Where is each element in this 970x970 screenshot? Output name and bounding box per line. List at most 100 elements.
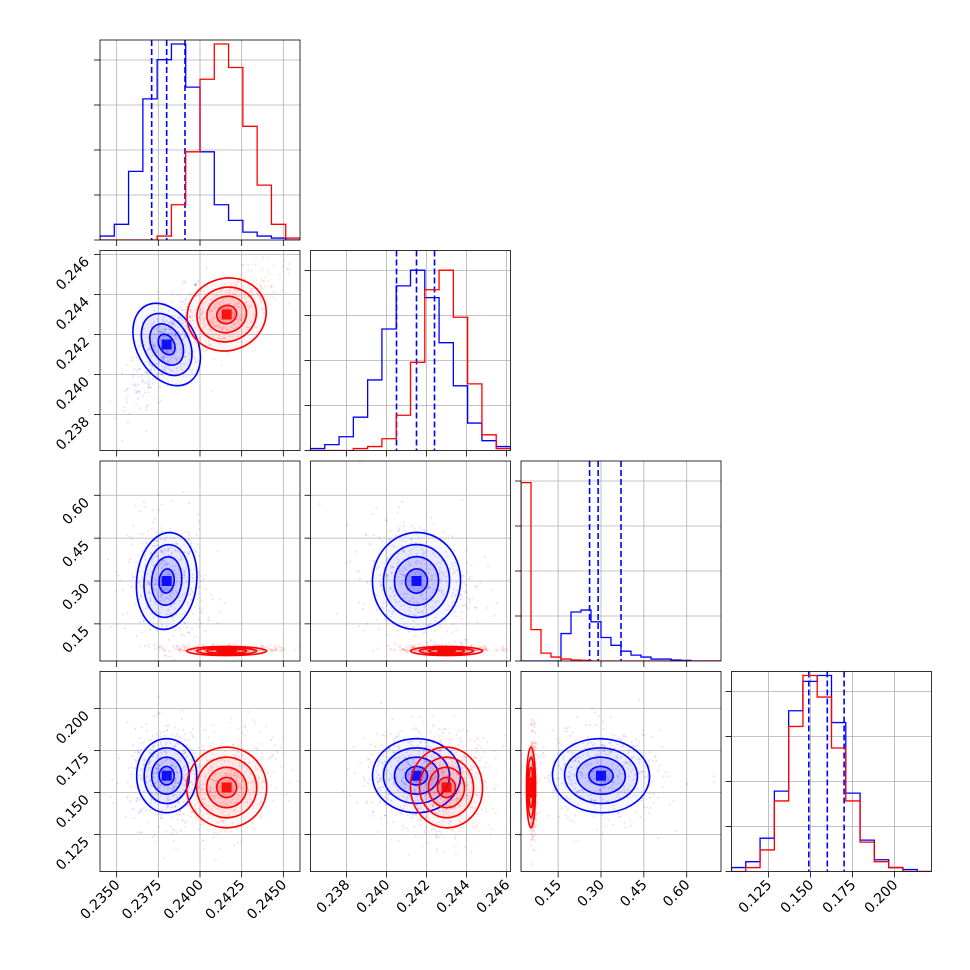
sample-point xyxy=(407,555,410,558)
sample-point xyxy=(191,734,194,737)
sample-point xyxy=(209,321,212,324)
sample-point xyxy=(189,319,192,322)
sample-point xyxy=(175,796,178,799)
sample-point xyxy=(432,803,435,806)
sample-point xyxy=(183,778,186,781)
sample-point xyxy=(156,371,159,374)
sample-point xyxy=(484,648,487,651)
sample-point xyxy=(476,773,479,776)
sample-point xyxy=(455,797,458,800)
sample-point xyxy=(159,562,162,565)
sample-point xyxy=(175,733,178,736)
sample-point xyxy=(420,563,423,566)
sample-point xyxy=(197,345,200,348)
sample-point xyxy=(416,570,419,573)
sample-point xyxy=(422,553,425,556)
sample-point xyxy=(362,629,365,632)
sample-point xyxy=(611,768,614,771)
sample-point xyxy=(411,758,414,761)
sample-point xyxy=(156,350,159,353)
sample-point xyxy=(200,789,203,792)
sample-point xyxy=(190,811,193,814)
sample-point xyxy=(227,768,230,771)
sample-point xyxy=(492,808,495,811)
sample-point xyxy=(430,574,433,577)
sample-point xyxy=(455,797,458,800)
sample-point xyxy=(235,779,238,782)
sample-point xyxy=(254,747,257,750)
sample-point xyxy=(394,795,397,798)
sample-point xyxy=(374,745,377,748)
sample-point xyxy=(275,292,278,295)
sample-point xyxy=(486,564,489,567)
contour-blue xyxy=(140,312,193,377)
sample-point xyxy=(648,792,651,795)
sample-point xyxy=(216,765,219,768)
sample-point xyxy=(150,571,153,574)
sample-point xyxy=(565,727,568,730)
sample-point xyxy=(466,772,469,775)
sample-point xyxy=(154,577,157,580)
sample-point xyxy=(248,761,251,764)
sample-point xyxy=(217,796,220,799)
sample-point xyxy=(402,782,405,785)
sample-point xyxy=(163,539,166,542)
sample-point xyxy=(138,798,141,801)
sample-point xyxy=(137,376,140,379)
sample-point xyxy=(440,740,443,743)
sample-point xyxy=(179,558,182,561)
sample-point xyxy=(386,769,389,772)
sample-point xyxy=(432,791,435,794)
sample-point xyxy=(200,308,203,311)
sample-point xyxy=(262,267,265,270)
sample-point xyxy=(420,593,423,596)
sample-point xyxy=(433,640,436,643)
sample-point xyxy=(157,325,160,328)
sample-point xyxy=(178,813,181,816)
sample-point xyxy=(460,499,463,502)
sample-point xyxy=(415,600,418,603)
sample-point xyxy=(136,371,139,374)
sample-point xyxy=(459,821,462,824)
sample-point xyxy=(160,549,163,552)
sample-point xyxy=(215,820,218,823)
sample-point xyxy=(158,784,161,787)
sample-point xyxy=(161,357,164,360)
sample-point xyxy=(126,387,129,390)
sample-point xyxy=(138,390,141,393)
sample-point xyxy=(233,809,236,812)
sample-point xyxy=(414,649,417,652)
sample-point xyxy=(160,352,163,355)
sample-point xyxy=(426,641,429,644)
sample-point xyxy=(440,832,443,835)
sample-point xyxy=(442,572,445,575)
sample-point xyxy=(401,500,404,503)
sample-point xyxy=(482,736,485,739)
sample-point xyxy=(188,747,191,750)
sample-point xyxy=(401,649,404,652)
sample-point xyxy=(131,537,134,540)
sample-point xyxy=(205,812,208,815)
sample-point xyxy=(174,556,177,559)
sample-point xyxy=(171,565,174,568)
sample-point xyxy=(370,753,373,756)
sample-point xyxy=(419,643,422,646)
sample-point xyxy=(164,830,167,833)
sample-point xyxy=(463,757,466,760)
sample-point xyxy=(166,549,169,552)
sample-point xyxy=(204,588,207,591)
sample-point xyxy=(173,323,176,326)
sample-point xyxy=(430,763,433,766)
sample-point xyxy=(462,574,465,577)
sample-point xyxy=(150,527,153,530)
sample-point xyxy=(478,759,481,762)
sample-point xyxy=(179,648,182,651)
sample-point xyxy=(220,317,223,320)
y-tick-label: 0.45 xyxy=(59,538,92,571)
sample-point xyxy=(187,631,190,634)
sample-point xyxy=(273,290,276,293)
sample-point xyxy=(171,350,174,353)
sample-point xyxy=(570,766,573,769)
sample-point xyxy=(365,534,368,537)
sample-point xyxy=(460,643,463,646)
